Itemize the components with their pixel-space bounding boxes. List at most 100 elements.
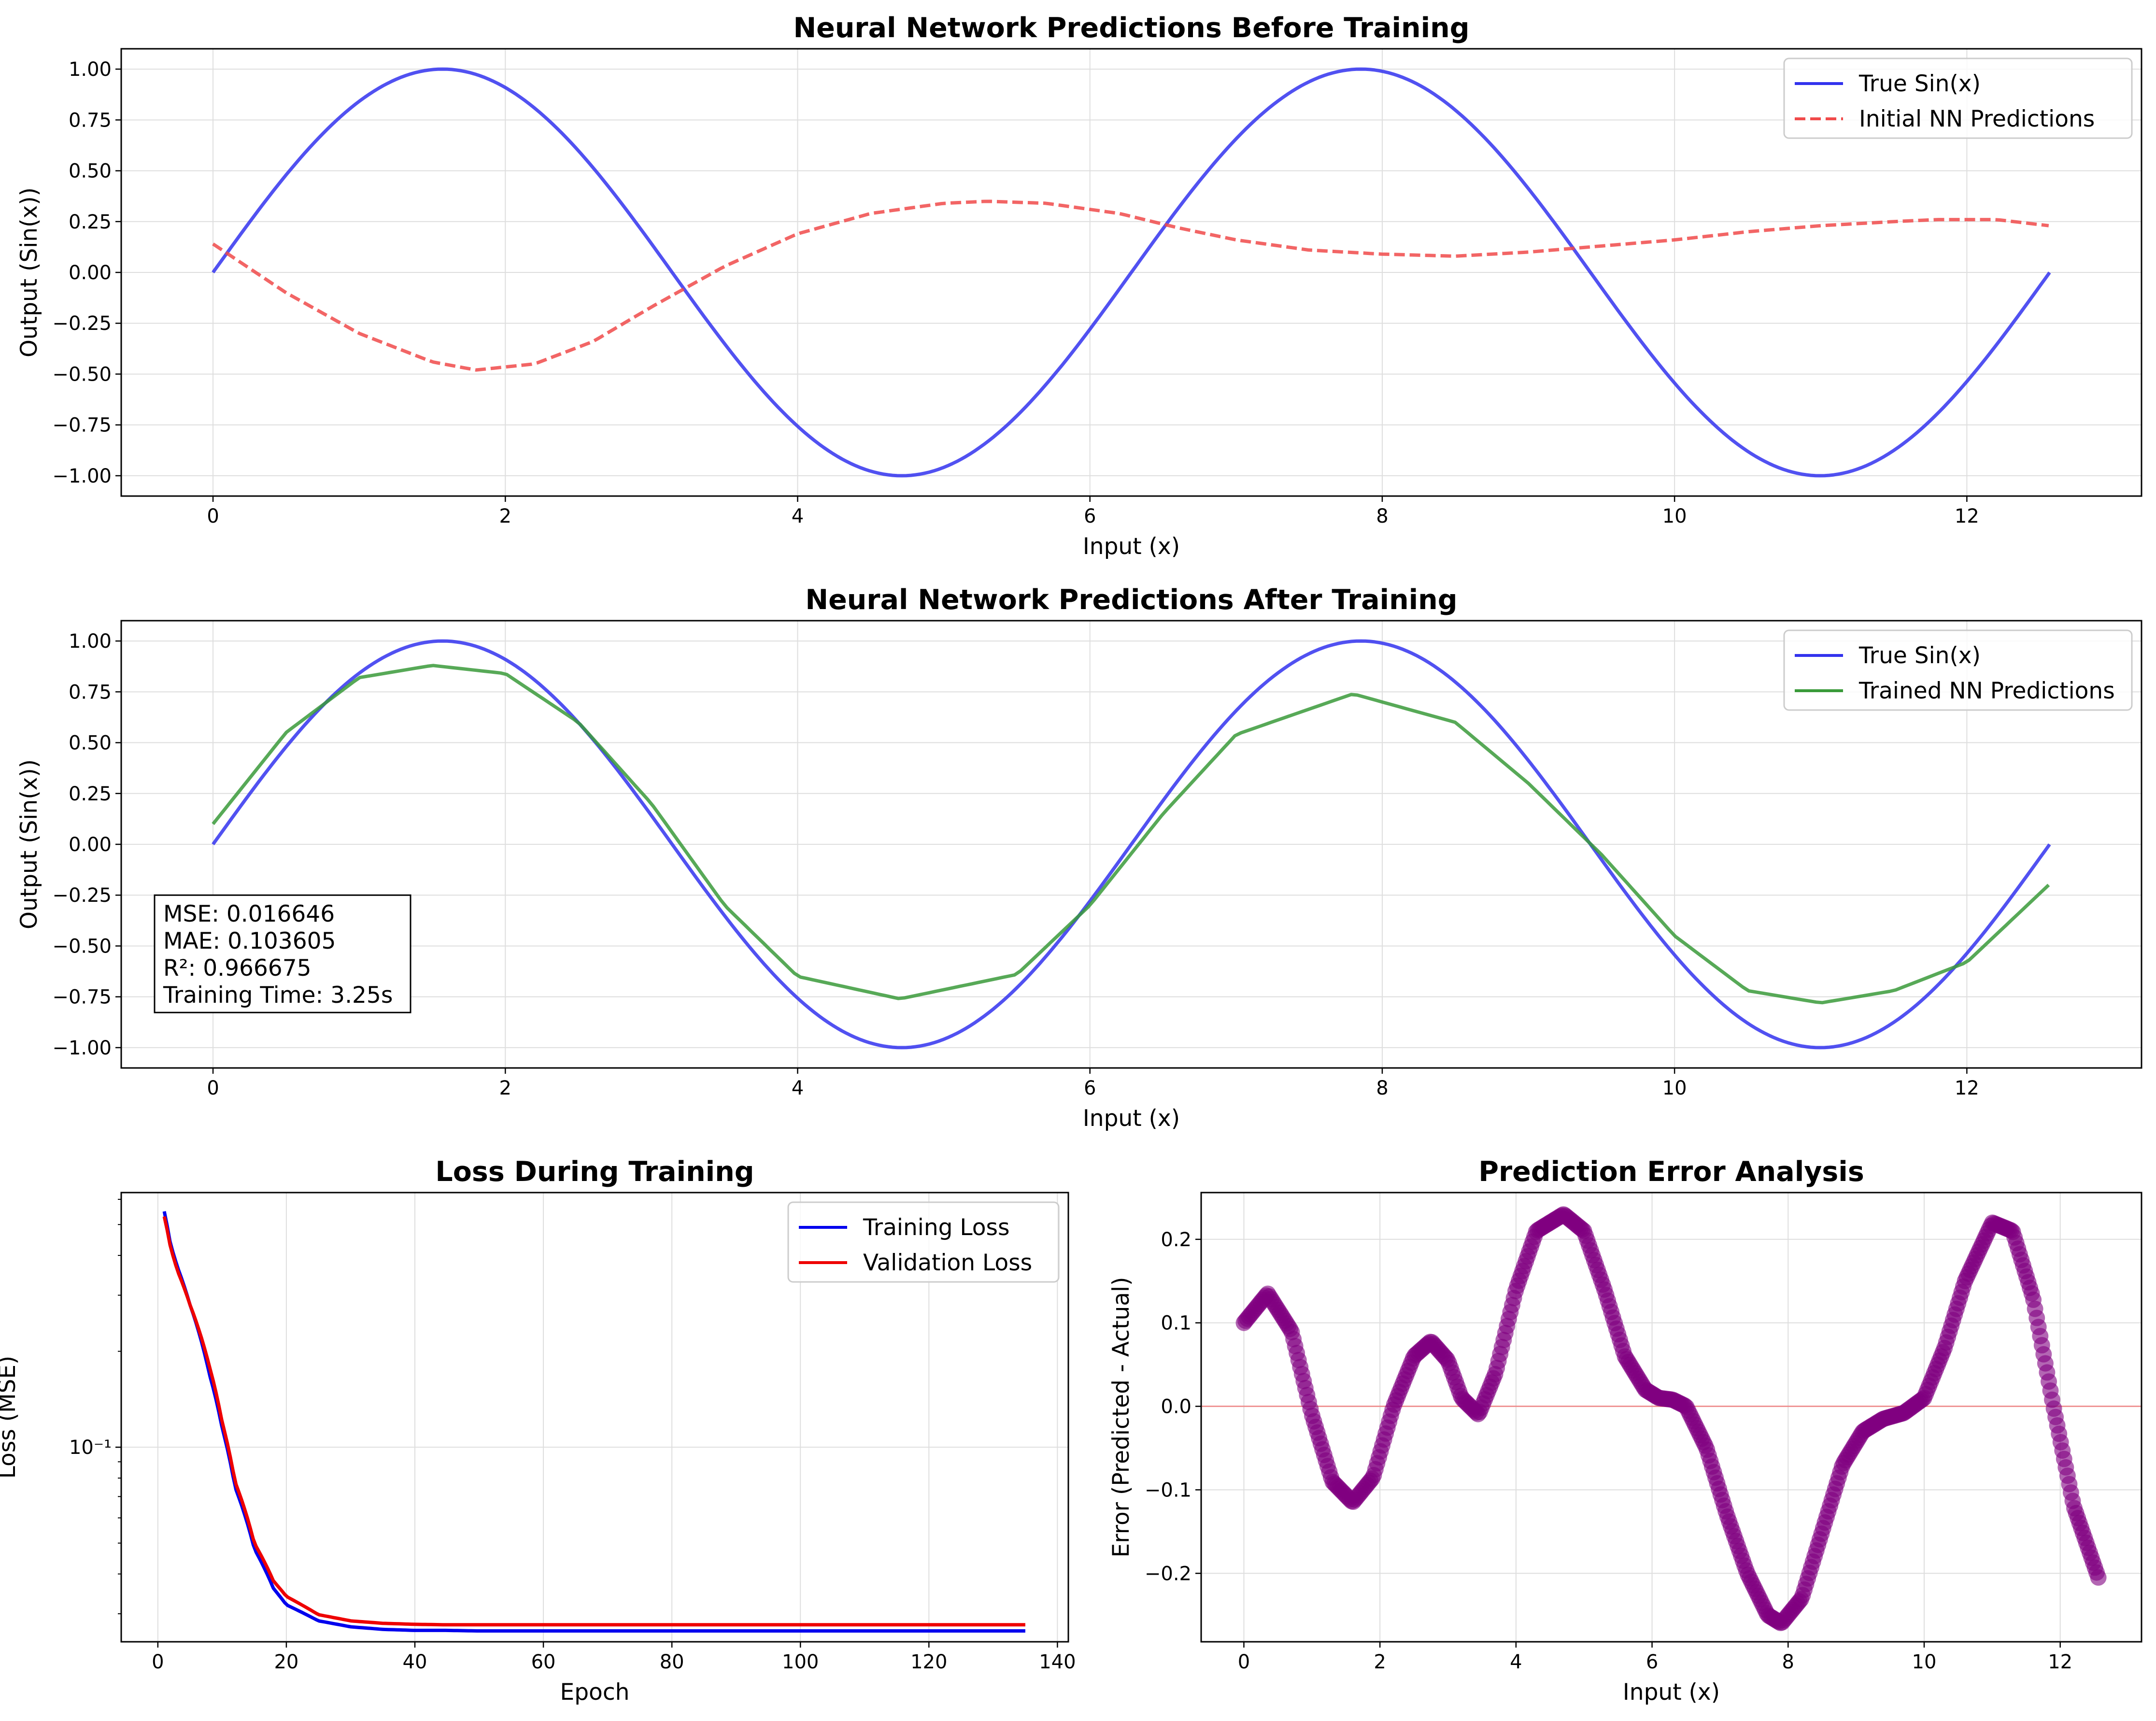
x-tick-label: 2 — [1374, 1651, 1386, 1673]
x-tick-label: 2 — [499, 1077, 511, 1099]
x-tick-label: 120 — [910, 1651, 947, 1673]
loss-legend-label-validation: Validation Loss — [863, 1250, 1032, 1276]
loss-series-line-0 — [162, 1211, 1025, 1633]
x-tick-label: 2 — [499, 505, 511, 527]
x-tick-label: 140 — [1039, 1651, 1076, 1673]
x-tick-label: 8 — [1376, 1077, 1388, 1099]
error-title: Prediction Error Analysis — [1478, 1156, 1864, 1188]
before-series-line-1 — [212, 199, 2049, 372]
loss-title: Loss During Training — [435, 1156, 754, 1188]
y-tick-label: 1.00 — [69, 630, 112, 653]
x-tick-label: 4 — [792, 1077, 804, 1099]
after-legend: True Sin(x) Trained NN Predictions — [1783, 629, 2133, 711]
y-tick-label: 0.50 — [69, 160, 112, 183]
before-training-panel: 0 2 4 6 8 10 12 −1.00 −0.75 −0.50 −0.25 0.00 0.25 0.5… — [16, 12, 2142, 560]
before-series-line-0 — [212, 67, 2051, 478]
error-ticks: 0 2 4 6 8 10 12 −0.2 −0.1 0.0 0.1 0.2 — [1145, 1229, 2072, 1673]
x-tick-label: 10 — [1662, 1077, 1687, 1099]
x-tick-label: 6 — [1084, 505, 1096, 527]
error-plot-area — [1201, 1206, 2142, 1631]
after-legend-label-trained: Trained NN Predictions — [1858, 678, 2115, 704]
x-tick-label: 0 — [1238, 1651, 1250, 1673]
loss-axes-frame — [120, 1192, 1069, 1643]
after-plot-area — [212, 639, 2051, 1050]
x-tick-label: 8 — [1782, 1651, 1794, 1673]
before-plot-area — [212, 67, 2051, 478]
after-legend-box — [1783, 629, 2133, 711]
loss-ylabel: Loss (MSE) — [0, 1356, 21, 1479]
error-axes-frame — [1200, 1192, 2142, 1643]
x-tick-label: 10 — [1662, 505, 1687, 527]
y-tick-label: 0.0 — [1161, 1396, 1191, 1418]
x-tick-label: 12 — [1955, 1077, 1979, 1099]
after-ylabel: Output (Sin(x)) — [16, 759, 43, 929]
after-series-line-0 — [212, 639, 2051, 1050]
y-tick-label: 0.1 — [1161, 1312, 1191, 1335]
loss-ytick-label: 10⁻¹ — [69, 1437, 112, 1459]
after-legend-label-true-sin: True Sin(x) — [1858, 642, 1981, 669]
after-series-line-1 — [212, 664, 2050, 1005]
loss-plot-area — [162, 1211, 1025, 1633]
before-legend: True Sin(x) Initial NN Predictions — [1783, 57, 2133, 139]
x-tick-label: 80 — [660, 1651, 684, 1673]
loss-ticks: 0 20 40 60 80 100 120 140 — [115, 1198, 1076, 1673]
y-tick-label: −0.1 — [1145, 1479, 1191, 1501]
before-legend-label-initial: Initial NN Predictions — [1859, 106, 2095, 132]
before-title: Neural Network Predictions Before Traini… — [793, 12, 1469, 44]
before-ticks: 0 2 4 6 8 10 12 −1.00 −0.75 −0.50 −0.25 0.00 0.25 0.5… — [52, 58, 1979, 527]
x-tick-label: 4 — [792, 505, 804, 527]
error-point — [2090, 1569, 2107, 1586]
before-legend-label-true-sin: True Sin(x) — [1858, 71, 1981, 97]
y-tick-label: −0.75 — [52, 414, 112, 437]
y-tick-label: −0.50 — [52, 935, 112, 957]
y-tick-label: −1.00 — [52, 465, 112, 487]
y-tick-label: −1.00 — [52, 1037, 112, 1059]
y-tick-label: 0.00 — [69, 834, 112, 856]
after-ticks: 0 2 4 6 8 10 12 −1.00 −0.75 −0.50 −0.25 0.00 0.25 0.5… — [52, 630, 1979, 1099]
x-tick-label: 12 — [1955, 505, 1979, 527]
y-tick-label: −0.25 — [52, 884, 112, 907]
loss-legend-box — [787, 1201, 1060, 1283]
metrics-box-frame — [154, 894, 411, 1013]
x-tick-label: 20 — [274, 1651, 298, 1673]
y-tick-label: 0.00 — [69, 262, 112, 284]
after-xlabel: Input (x) — [1083, 1105, 1180, 1132]
y-tick-label: 0.75 — [69, 109, 112, 131]
metric-mse: MSE: 0.016646 — [163, 901, 335, 927]
loss-legend: Training Loss Validation Loss — [787, 1201, 1060, 1283]
after-training-panel: 0 2 4 6 8 10 12 −1.00 −0.75 −0.50 −0.25 0.00 0.25 0.5… — [16, 584, 2142, 1132]
metric-mae: MAE: 0.103605 — [163, 928, 336, 954]
y-tick-label: −0.50 — [52, 363, 112, 385]
metric-r2: R²: 0.966675 — [163, 955, 312, 981]
error-panel: 0 2 4 6 8 10 12 −0.2 −0.1 0.0 0.1 0.2 Prediction Er… — [1108, 1156, 2142, 1706]
x-tick-label: 0 — [207, 505, 219, 527]
before-legend-box — [1783, 57, 2133, 139]
y-tick-label: 1.00 — [69, 58, 112, 81]
x-tick-label: 4 — [1510, 1651, 1522, 1673]
x-tick-label: 0 — [152, 1651, 164, 1673]
y-tick-label: 0.50 — [69, 732, 112, 754]
metric-training-time: Training Time: 3.25s — [163, 982, 393, 1009]
y-tick-label: 0.2 — [1161, 1229, 1191, 1251]
x-tick-label: 10 — [1912, 1651, 1937, 1673]
y-tick-label: −0.25 — [52, 313, 112, 335]
before-ylabel: Output (Sin(x)) — [16, 187, 43, 357]
error-ylabel: Error (Predicted - Actual) — [1108, 1277, 1135, 1558]
x-tick-label: 6 — [1646, 1651, 1658, 1673]
x-tick-label: 60 — [531, 1651, 556, 1673]
loss-series-line-1 — [162, 1216, 1025, 1627]
x-tick-label: 8 — [1376, 505, 1388, 527]
before-grid — [121, 49, 2142, 496]
before-xlabel: Input (x) — [1083, 533, 1180, 560]
loss-xlabel: Epoch — [560, 1679, 630, 1706]
y-tick-label: −0.75 — [52, 986, 112, 1009]
x-tick-label: 40 — [403, 1651, 427, 1673]
error-xlabel: Input (x) — [1623, 1679, 1720, 1706]
x-tick-label: 6 — [1084, 1077, 1096, 1099]
x-tick-label: 0 — [207, 1077, 219, 1099]
x-tick-label: 12 — [2048, 1651, 2072, 1673]
loss-legend-label-training: Training Loss — [863, 1214, 1009, 1241]
y-tick-label: 0.25 — [69, 783, 112, 805]
